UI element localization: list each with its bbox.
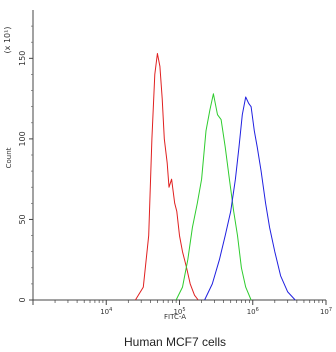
x-tick-label: 107 xyxy=(320,307,332,316)
axes-group xyxy=(32,10,326,301)
histogram-series-3 xyxy=(204,96,296,301)
x-axis-label: FITC-A xyxy=(164,313,186,321)
x-tick-label: 104 xyxy=(100,307,112,316)
series-group xyxy=(134,53,296,301)
y-tick-label: 50 xyxy=(18,214,27,224)
x-tick-label: 105 xyxy=(173,307,185,316)
y-tick-label: 150 xyxy=(18,51,27,66)
chart-caption: Human MCF7 cells xyxy=(124,335,226,349)
histogram-series-1 xyxy=(134,53,199,301)
y-tick-label: 100 xyxy=(18,131,27,146)
ticks-group: 0 50 100 150 104 105 106 107 xyxy=(18,25,332,316)
y-axis-label: Count xyxy=(5,147,13,168)
x-tick-label: 106 xyxy=(247,307,259,316)
y-scale-label: (x 10¹) xyxy=(3,27,12,54)
histogram-series-2 xyxy=(175,93,252,301)
y-tick-label: 0 xyxy=(18,297,27,302)
